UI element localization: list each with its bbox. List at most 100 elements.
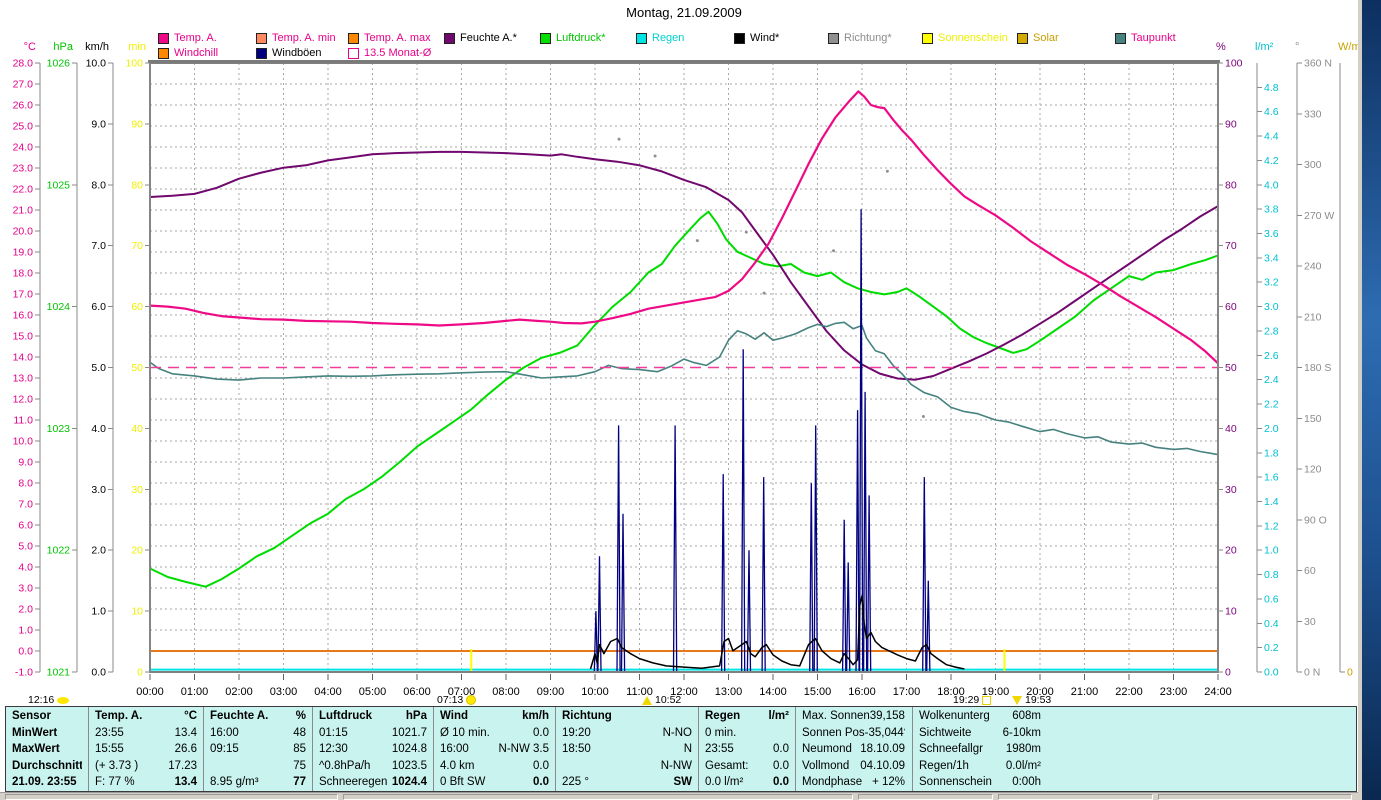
sunshine-axis-tick-label: 30 — [131, 484, 143, 496]
x-tick-label: 12:00 — [670, 686, 698, 698]
rain-axis-tick-label: 4.0 — [1264, 179, 1279, 191]
series-windb-en-spike — [720, 474, 726, 673]
legend-label: Windböen — [272, 47, 322, 59]
legend-item-richtung-: Richtung* — [828, 32, 892, 44]
rain-axis-tick-label: 0.4 — [1264, 618, 1279, 630]
series-windb-en-spike — [858, 209, 864, 673]
windspeed-axis-tick-label: 10.0 — [86, 58, 107, 70]
cell-label: 0.0 l/m² — [705, 776, 744, 789]
series-windb-en-spike — [672, 425, 678, 673]
series-wind — [589, 595, 965, 670]
cell-label: Gesamt: — [705, 759, 749, 772]
temp-axis-tick-label: 10.0 — [13, 436, 34, 448]
legend-item-wind-: Wind* — [734, 32, 779, 44]
humidity-axis-tick-label: 60 — [1225, 301, 1237, 313]
humidity-axis-tick-label: 30 — [1225, 484, 1237, 496]
legend-item-temp-a-max: Temp. A. max — [348, 32, 431, 44]
legend-swatch-icon — [1115, 32, 1126, 44]
cell-label: Schneefallgr — [919, 743, 983, 756]
temp-axis-tick-label: 14.0 — [13, 352, 34, 364]
x-tick-label: 03:00 — [270, 686, 298, 698]
table-row: Gesamt: 0.0 — [705, 758, 789, 775]
direction-axis-tick-label: 360 N — [1304, 58, 1332, 70]
cell-label: Vollmond — [802, 759, 850, 772]
humidity-axis-tick-label: 80 — [1225, 179, 1237, 191]
legend-label: Taupunkt — [1131, 32, 1176, 44]
sunshine-axis-tick-label: 80 — [131, 179, 143, 191]
rain-axis-tick-label: 0.8 — [1264, 569, 1279, 581]
series-richtung-dot — [695, 239, 699, 243]
series-windb-en-spike — [740, 349, 746, 673]
series-richtung-dot — [617, 137, 621, 141]
cell-value: 6-10km — [1002, 726, 1041, 739]
cell-label: Sichtweite — [919, 726, 972, 739]
time-marker-label: 10:52 — [655, 694, 682, 706]
cell-value: 1980m — [1005, 743, 1041, 756]
temp-axis-tick-label: 2.0 — [18, 604, 33, 616]
rain-axis-tick-label: 1.4 — [1264, 496, 1279, 508]
cell-label: Max. Sonnen — [802, 710, 870, 722]
temp-axis-tick-label: 22.0 — [13, 184, 34, 196]
rain-axis-tick-label: 2.0 — [1264, 423, 1279, 435]
direction-axis-tick-label: 330 — [1304, 108, 1322, 120]
series-windb-en-spike — [841, 519, 847, 673]
cell-value: 1024.8 — [391, 743, 427, 756]
table-row: Schneeregen 1024.4 — [319, 774, 427, 791]
cell-value: °C — [184, 710, 197, 722]
cell-value: 1021.7 — [391, 726, 427, 739]
table-column: Wolkenunterg 608m Sichtweite 6-10km Schneefa… — [913, 707, 1353, 791]
cell-label: Sonnenschein — [919, 776, 992, 789]
series-richtung-dot — [885, 169, 889, 173]
x-tick-label: 18:00 — [937, 686, 965, 698]
table-row: Luftdruck hPa — [319, 708, 427, 725]
table-row: Vollmond 04.10.09 — [802, 758, 905, 775]
series-windb-en-spike — [855, 410, 860, 673]
cell-label: Durchschnitt — [12, 759, 82, 772]
cell-label: Temp. A. — [95, 710, 143, 722]
temp-axis-unit: °C — [24, 41, 36, 53]
legend-swatch-icon — [734, 32, 745, 44]
x-tick-label: 09:00 — [537, 686, 565, 698]
table-row: Sonnen Pos -35,044° — [802, 725, 905, 742]
humidity-axis-tick-label: 100 — [1225, 58, 1243, 70]
windspeed-axis-tick-label: 1.0 — [91, 606, 106, 618]
cell-value: 608m — [1012, 710, 1041, 722]
table-row: Sensor — [12, 708, 82, 725]
status-panel — [343, 794, 853, 800]
x-tick-label: 04:00 — [314, 686, 342, 698]
cell-label: Sensor — [12, 710, 51, 722]
table-row: 0.0 l/m² 0.0 — [705, 774, 789, 791]
x-tick-label: 22:00 — [1115, 686, 1143, 698]
weather-chart: °C 28.0 27.0 26.0 25.0 24.0 23.0 22.0 21.0 20.0 19… — [13, 41, 1362, 698]
rain-axis-tick-label: 4.4 — [1264, 131, 1279, 143]
table-row: 21.09. 23:55 — [12, 774, 82, 791]
table-row: F: 77 % 13.4 — [95, 774, 197, 791]
table-row: 8.95 g/m³ 77 — [210, 774, 306, 791]
temp-axis-tick-label: 13.0 — [13, 373, 34, 385]
cell-value: 1023.5 — [391, 759, 427, 772]
window-edge — [1358, 0, 1362, 800]
time-marker-label: 19:53 — [1025, 694, 1052, 706]
sunshine-axis-tick-label: 0 — [137, 667, 143, 679]
sunshine-axis-tick-label: 60 — [131, 301, 143, 313]
legend-swatch-icon — [256, 32, 267, 44]
legend-label: Sonnenschein — [938, 32, 1008, 44]
pressure-axis-tick-label: 1026 — [47, 58, 71, 70]
cell-label: Neumond — [802, 743, 852, 756]
cell-label: 225 ° — [562, 776, 589, 789]
rain-axis-tick-label: 4.8 — [1264, 82, 1279, 94]
temp-axis-tick-label: 6.0 — [18, 520, 33, 532]
series-richtung-dot — [744, 230, 748, 234]
cell-label: F: 77 % — [95, 776, 135, 789]
direction-axis-tick-label: 90 O — [1304, 514, 1327, 526]
rain-axis-tick-label: 1.0 — [1264, 545, 1279, 557]
series-richtung-dot — [921, 415, 925, 419]
table-row: N-NW — [562, 758, 692, 775]
humidity-axis-tick-label: 10 — [1225, 606, 1237, 618]
legend-item-feuchte-a-: Feuchte A.* — [444, 32, 517, 44]
table-row: 23:55 0.0 — [705, 741, 789, 758]
temp-axis-tick-label: 21.0 — [13, 205, 34, 217]
table-row: 15:55 26.6 — [95, 741, 197, 758]
cell-label: Sonnen Pos — [802, 726, 865, 739]
